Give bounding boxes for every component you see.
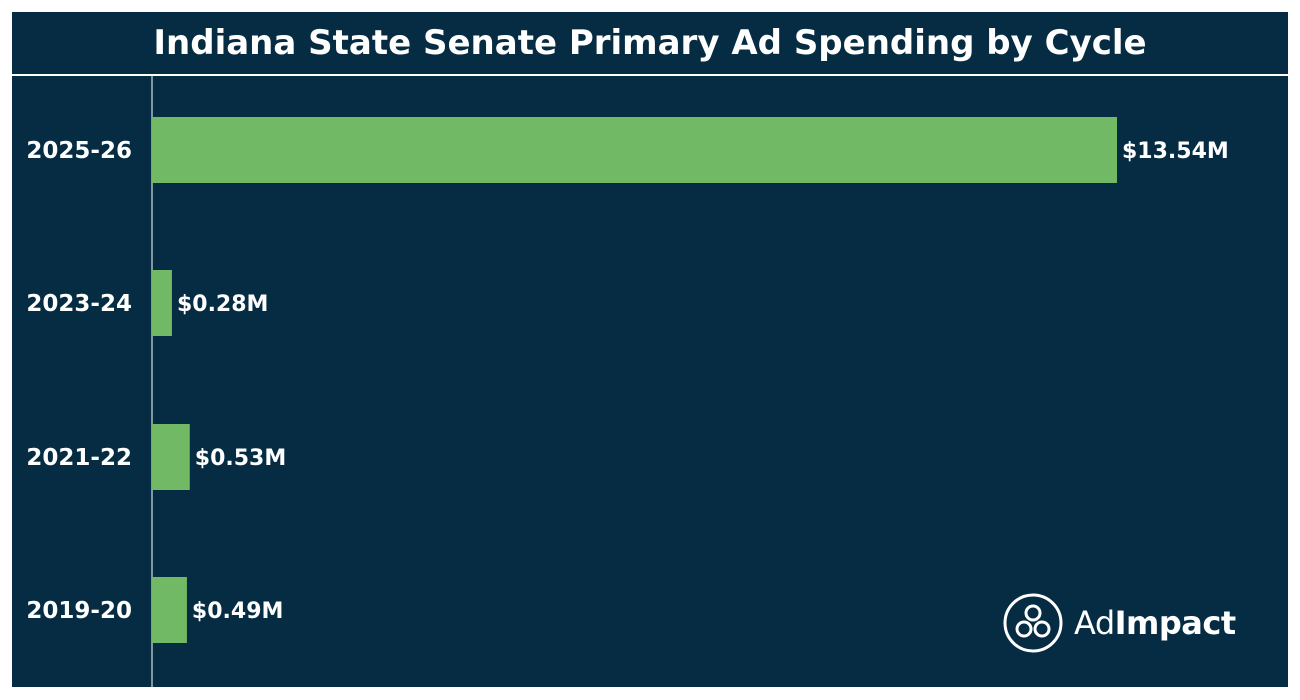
bars-group: 2025-26 $13.54M 2023-24 $0.28M 2021-22 $0.53M…	[26, 117, 1229, 643]
adimpact-logo: AdImpact	[1002, 592, 1236, 654]
chart-frame: Indiana State Senate Primary Ad Spending…	[12, 12, 1288, 687]
y-tick-label: 2019-20	[26, 598, 132, 624]
logo-wordmark: AdImpact	[1074, 604, 1236, 642]
bar-2023-24	[152, 270, 172, 336]
y-tick-label: 2021-22	[26, 445, 132, 471]
data-label: $0.49M	[192, 599, 283, 624]
data-label: $13.54M	[1122, 139, 1229, 164]
bar-2019-20	[152, 577, 187, 643]
y-tick-label: 2025-26	[26, 138, 132, 164]
bar-2021-22	[152, 424, 190, 490]
bar-chart: 2025-26 $13.54M 2023-24 $0.28M 2021-22 $0.53M…	[26, 76, 1229, 687]
chart-title: Indiana State Senate Primary Ad Spending…	[153, 23, 1147, 63]
y-tick-label: 2023-24	[26, 291, 132, 317]
data-label: $0.28M	[177, 292, 268, 317]
logo-text-bold: Impact	[1114, 604, 1237, 642]
bar-2025-26	[152, 117, 1117, 183]
title-divider	[12, 74, 1288, 76]
logo-text-light: Ad	[1074, 604, 1115, 642]
adimpact-logo-icon	[1003, 593, 1063, 653]
data-label: $0.53M	[195, 446, 286, 471]
